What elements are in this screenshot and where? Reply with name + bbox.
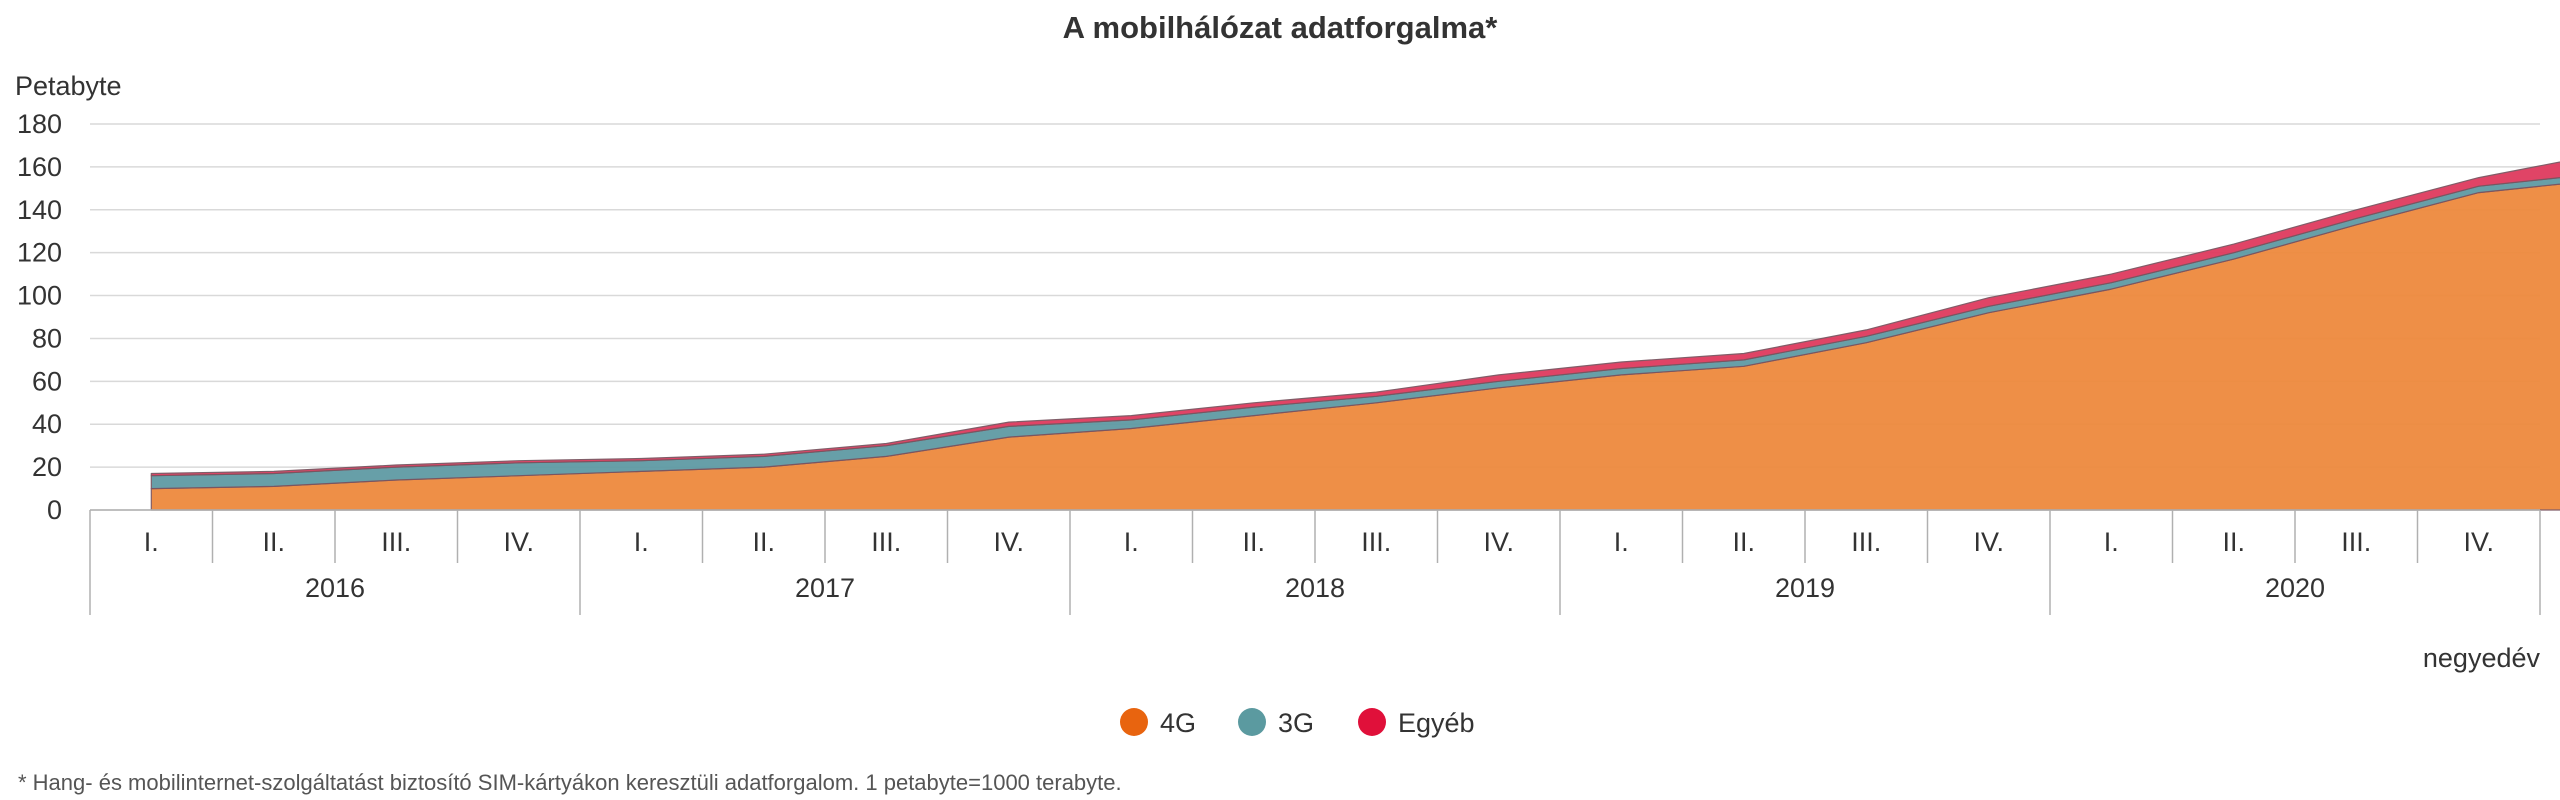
y-tick-label: 140	[17, 195, 62, 225]
x-tick-quarter: I.	[2104, 527, 2119, 557]
x-tick-year: 2016	[305, 573, 365, 603]
x-tick-quarter: IV.	[1483, 527, 1514, 557]
x-tick-quarter: II.	[1732, 527, 1755, 557]
x-tick-year: 2019	[1775, 573, 1835, 603]
x-tick-quarter: III.	[871, 527, 901, 557]
y-axis-label: Petabyte	[15, 71, 122, 101]
x-axis: I. II. III. IV. 2016 I. II. III. IV. 2017 I. II. III…	[89, 509, 2541, 615]
legend: 4G 3G Egyéb	[1120, 708, 1475, 738]
x-axis-label: negyedév	[2423, 643, 2541, 673]
y-tick-label: 0	[47, 495, 62, 525]
x-tick-quarter: IV.	[2463, 527, 2494, 557]
x-tick-quarter: I.	[1124, 527, 1139, 557]
y-tick-label: 40	[32, 409, 62, 439]
y-tick-label: 160	[17, 152, 62, 182]
area-series-egyéb	[150, 161, 2560, 477]
y-tick-label: 120	[17, 238, 62, 268]
x-tick-quarter: II.	[1242, 527, 1265, 557]
x-tick-year: 2017	[795, 573, 855, 603]
x-tick-quarter: IV.	[503, 527, 534, 557]
legend-label-3g: 3G	[1278, 708, 1314, 738]
x-tick-quarter: III.	[2341, 527, 2371, 557]
y-tick-label: 180	[17, 109, 62, 139]
x-tick-quarter: III.	[1361, 527, 1391, 557]
legend-marker-egyéb	[1358, 708, 1386, 736]
x-tick-quarter: II.	[752, 527, 775, 557]
x-tick-quarter: I.	[144, 527, 159, 557]
legend-label-egyéb: Egyéb	[1398, 708, 1475, 738]
x-tick-quarter: IV.	[993, 527, 1024, 557]
x-tick-quarter: II.	[2222, 527, 2245, 557]
legend-marker-4g	[1120, 708, 1148, 736]
legend-marker-3g	[1238, 708, 1266, 736]
x-tick-quarter: I.	[1614, 527, 1629, 557]
y-tick-label: 60	[32, 366, 62, 396]
legend-label-4g: 4G	[1160, 708, 1196, 738]
x-tick-quarter: III.	[381, 527, 411, 557]
x-tick-year: 2018	[1285, 573, 1345, 603]
chart-title: A mobilhálózat adatforgalma*	[1063, 10, 1499, 45]
x-tick-quarter: III.	[1851, 527, 1881, 557]
footnote: * Hang- és mobilinternet-szolgáltatást b…	[18, 770, 1122, 795]
y-tick-label: 20	[32, 452, 62, 482]
x-tick-year: 2020	[2265, 573, 2325, 603]
y-axis-ticks: 0 20 40 60 80 100 120 140 160 180	[17, 109, 62, 525]
y-tick-label: 80	[32, 323, 62, 353]
x-tick-quarter: II.	[262, 527, 285, 557]
x-tick-quarter: IV.	[1973, 527, 2004, 557]
y-tick-label: 100	[17, 281, 62, 311]
plot-areas	[150, 161, 2560, 511]
x-tick-quarter: I.	[634, 527, 649, 557]
